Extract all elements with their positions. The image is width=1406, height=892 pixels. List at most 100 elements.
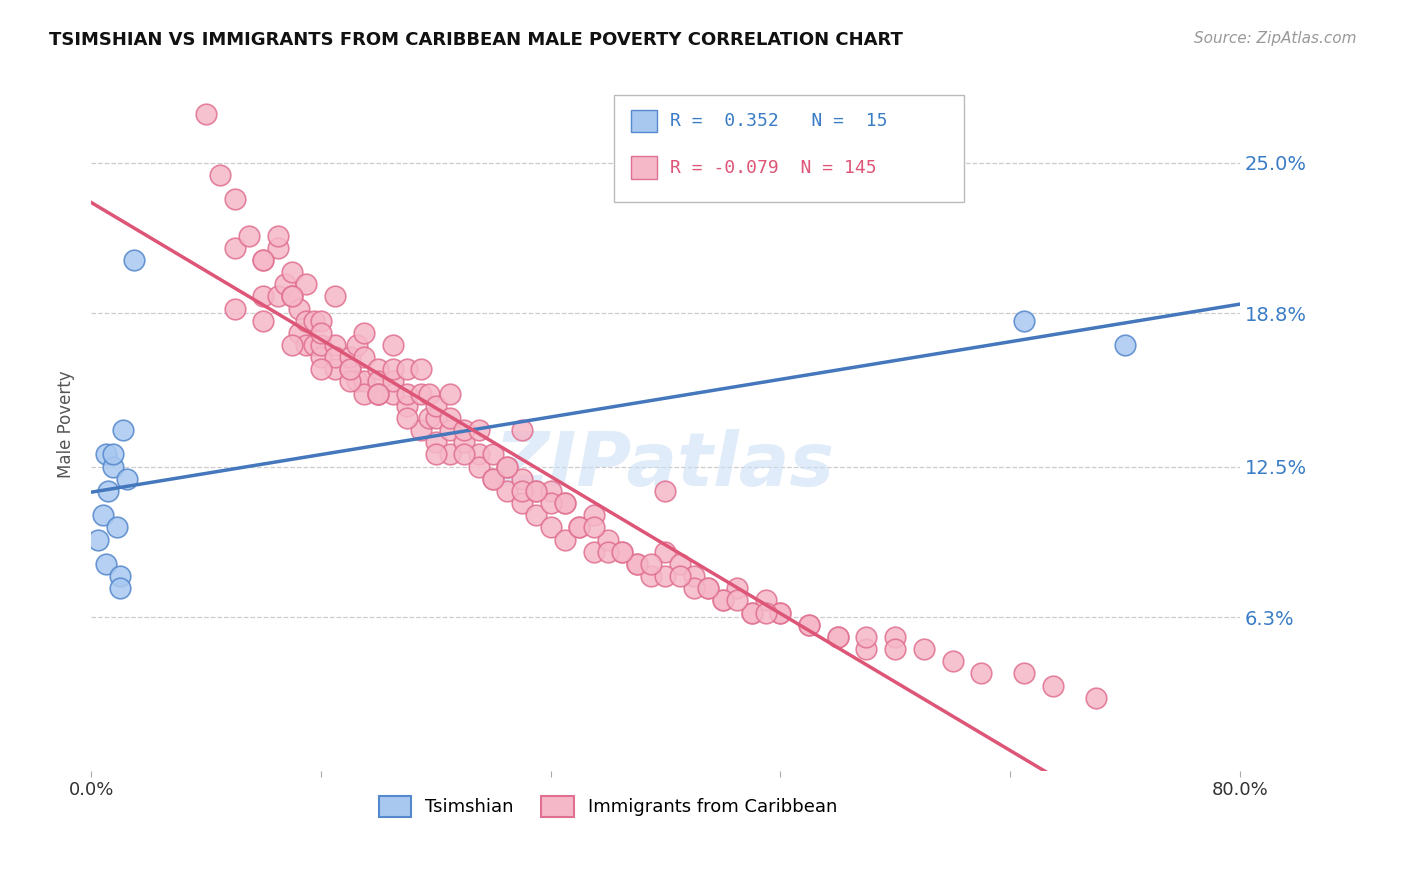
Point — [425, 399, 447, 413]
Point — [827, 630, 849, 644]
Point — [683, 581, 706, 595]
Point — [281, 338, 304, 352]
Point — [367, 386, 389, 401]
Point — [741, 606, 763, 620]
Point — [439, 447, 461, 461]
Point — [453, 435, 475, 450]
Y-axis label: Male Poverty: Male Poverty — [58, 370, 75, 478]
Point — [353, 375, 375, 389]
Point — [309, 338, 332, 352]
Point — [381, 338, 404, 352]
Point — [101, 447, 124, 461]
Point — [302, 314, 325, 328]
Point — [111, 423, 134, 437]
Point — [884, 630, 907, 644]
Point — [267, 289, 290, 303]
Point — [418, 386, 440, 401]
Point — [288, 301, 311, 316]
Point — [381, 386, 404, 401]
Point — [411, 386, 433, 401]
Point — [425, 411, 447, 425]
Point — [353, 386, 375, 401]
Point — [496, 483, 519, 498]
Point — [295, 314, 318, 328]
Point — [683, 569, 706, 583]
Point — [115, 472, 138, 486]
Point — [741, 606, 763, 620]
Point — [425, 447, 447, 461]
Point — [596, 545, 619, 559]
Point — [97, 483, 120, 498]
Point — [395, 411, 418, 425]
Point — [252, 289, 274, 303]
Point — [439, 386, 461, 401]
Point — [626, 557, 648, 571]
Point — [367, 386, 389, 401]
Point — [367, 386, 389, 401]
Point — [912, 642, 935, 657]
Text: ZIPatlas: ZIPatlas — [495, 429, 835, 502]
Point — [1085, 690, 1108, 705]
Point — [395, 362, 418, 376]
Point — [855, 642, 877, 657]
Point — [353, 350, 375, 364]
Point — [855, 630, 877, 644]
Point — [309, 314, 332, 328]
Legend: Tsimshian, Immigrants from Caribbean: Tsimshian, Immigrants from Caribbean — [371, 789, 845, 824]
Point — [323, 289, 346, 303]
Point — [281, 289, 304, 303]
Point — [346, 375, 368, 389]
Point — [367, 375, 389, 389]
Point — [94, 557, 117, 571]
Point — [725, 581, 748, 595]
Point — [108, 569, 131, 583]
Point — [496, 459, 519, 474]
Point — [769, 606, 792, 620]
Point — [439, 423, 461, 437]
Point — [224, 241, 246, 255]
Point — [1114, 338, 1136, 352]
Point — [510, 483, 533, 498]
Point — [540, 483, 562, 498]
Point — [353, 326, 375, 340]
Point — [524, 483, 547, 498]
Point — [209, 168, 232, 182]
Point — [612, 545, 634, 559]
Point — [755, 606, 778, 620]
Point — [274, 277, 297, 292]
Point — [224, 301, 246, 316]
Point — [252, 252, 274, 267]
Point — [195, 107, 218, 121]
Point — [582, 508, 605, 523]
Point — [654, 545, 676, 559]
Point — [654, 569, 676, 583]
Point — [468, 423, 491, 437]
Point — [1042, 679, 1064, 693]
Point — [87, 533, 110, 547]
Point — [941, 654, 963, 668]
Point — [697, 581, 720, 595]
Point — [482, 447, 505, 461]
Point — [267, 241, 290, 255]
Point — [418, 411, 440, 425]
Point — [295, 338, 318, 352]
Text: TSIMSHIAN VS IMMIGRANTS FROM CARIBBEAN MALE POVERTY CORRELATION CHART: TSIMSHIAN VS IMMIGRANTS FROM CARIBBEAN M… — [49, 31, 903, 49]
Point — [612, 545, 634, 559]
Point — [540, 520, 562, 534]
Point — [346, 338, 368, 352]
Text: Source: ZipAtlas.com: Source: ZipAtlas.com — [1194, 31, 1357, 46]
Point — [697, 581, 720, 595]
Point — [668, 557, 690, 571]
Point — [411, 362, 433, 376]
Point — [711, 593, 734, 607]
Point — [468, 459, 491, 474]
Point — [224, 192, 246, 206]
Point — [769, 606, 792, 620]
Text: R =  0.352   N =  15: R = 0.352 N = 15 — [671, 112, 889, 130]
Point — [626, 557, 648, 571]
Point — [510, 496, 533, 510]
Point — [510, 423, 533, 437]
Point — [288, 326, 311, 340]
Point — [309, 350, 332, 364]
Point — [568, 520, 591, 534]
